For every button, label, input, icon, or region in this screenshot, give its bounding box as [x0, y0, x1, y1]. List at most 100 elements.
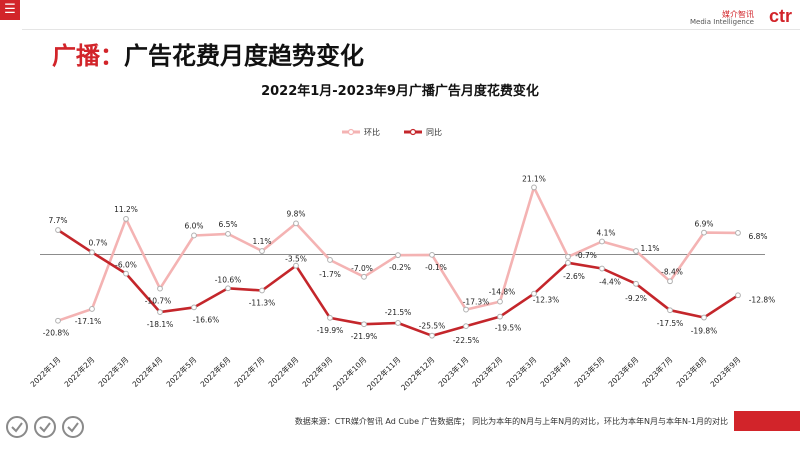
x-tick-label: 2022年8月 — [266, 354, 301, 389]
x-tick-label: 2023年2月 — [470, 354, 505, 389]
data-label: -17.3% — [463, 298, 490, 307]
legend-label: 同比 — [426, 127, 442, 137]
certification-badge-icon — [6, 416, 28, 438]
data-point — [191, 232, 197, 239]
data-label: -20.8% — [43, 329, 70, 338]
data-label: 1.1% — [252, 237, 271, 246]
data-point — [599, 238, 605, 245]
hamburger-icon: ☰ — [4, 2, 16, 17]
footer-accent-bar — [734, 411, 800, 431]
data-label: 21.1% — [522, 174, 546, 183]
data-point — [497, 313, 503, 320]
data-point — [429, 332, 435, 339]
page-title-prefix: 广播： — [52, 42, 124, 70]
data-label: -21.5% — [385, 308, 412, 317]
data-point — [259, 287, 265, 294]
data-label: -10.6% — [215, 275, 242, 284]
data-label: -4.4% — [599, 278, 621, 287]
data-point — [361, 273, 367, 280]
data-point — [327, 257, 333, 263]
x-tick-label: 2023年6月 — [606, 354, 641, 389]
data-point — [123, 216, 129, 222]
data-label: -0.1% — [425, 263, 447, 272]
x-tick-label: 2022年2月 — [62, 354, 97, 389]
data-point — [157, 309, 163, 316]
data-label: -17.1% — [75, 317, 102, 326]
data-label: -6.0% — [115, 261, 137, 270]
data-point — [701, 314, 707, 321]
data-point — [667, 307, 673, 314]
x-tick-label: 2022年4月 — [130, 354, 165, 389]
data-point — [735, 292, 741, 299]
data-point — [735, 230, 741, 236]
x-tick-label: 2022年7月 — [232, 354, 267, 389]
data-label: 1.1% — [640, 244, 659, 253]
data-label: 0.7% — [88, 238, 107, 247]
data-point — [55, 227, 61, 233]
data-point — [633, 248, 639, 254]
data-point — [497, 298, 503, 305]
data-point — [429, 251, 435, 258]
legend-marker — [409, 128, 417, 136]
data-label: -3.5% — [285, 255, 307, 264]
x-tick-label: 2022年12月 — [398, 354, 436, 392]
certification-badge-icon — [62, 416, 84, 438]
menu-button[interactable]: ☰ — [0, 0, 20, 20]
data-point — [327, 314, 333, 321]
data-label: -8.4% — [661, 267, 683, 276]
data-point — [531, 184, 537, 191]
data-label: 6.8% — [748, 232, 767, 241]
data-label: -19.8% — [691, 327, 718, 336]
data-label: 6.5% — [218, 220, 237, 229]
data-point — [463, 306, 469, 313]
certification-badge-icon — [34, 416, 56, 438]
data-point — [395, 320, 401, 326]
legend-label: 环比 — [364, 127, 380, 137]
page-title-text: 广告花费月度趋势变化 — [124, 42, 364, 70]
data-label: -21.9% — [351, 332, 378, 341]
data-point — [395, 252, 401, 259]
x-tick-label: 2022年11月 — [364, 354, 402, 392]
data-point — [293, 220, 299, 227]
data-point — [293, 262, 299, 269]
header-divider — [22, 29, 800, 30]
data-point — [701, 229, 707, 236]
certification-badges — [6, 416, 84, 438]
data-label: -12.3% — [533, 296, 560, 305]
data-label: 6.0% — [184, 221, 203, 230]
data-label: -25.5% — [419, 322, 446, 331]
data-label: -19.5% — [495, 324, 522, 333]
data-point — [531, 290, 537, 297]
x-tick-label: 2023年5月 — [572, 354, 607, 389]
data-label: -7.0% — [351, 264, 373, 273]
data-point — [225, 285, 231, 292]
data-label: -19.9% — [317, 326, 344, 335]
x-tick-label: 2022年5月 — [164, 354, 199, 389]
data-label: -10.7% — [145, 297, 172, 306]
x-tick-label: 2023年8月 — [674, 354, 709, 389]
data-label: -14.8% — [489, 288, 516, 297]
data-point — [565, 259, 571, 266]
data-label: -16.6% — [193, 315, 220, 324]
x-tick-label: 2022年3月 — [96, 354, 131, 389]
brand-name-en: Media Intelligence — [690, 18, 754, 26]
data-point — [191, 304, 197, 311]
x-tick-label: 2022年10月 — [330, 354, 368, 392]
legend-marker — [347, 128, 355, 136]
ctr-logo: ctr — [768, 6, 792, 26]
x-tick-label: 2023年9月 — [708, 354, 743, 389]
data-point — [89, 249, 95, 256]
data-label: -9.2% — [625, 294, 647, 303]
data-label: 9.8% — [286, 209, 305, 218]
data-point — [633, 280, 639, 287]
data-point — [361, 321, 367, 328]
chart-title: 2022年1月-2023年9月广播广告月度花费变化 — [261, 84, 539, 99]
data-point — [667, 278, 673, 285]
data-point — [259, 248, 265, 254]
data-label: -11.3% — [249, 299, 276, 308]
data-label: -22.5% — [453, 336, 480, 345]
data-label: -0.2% — [389, 263, 411, 272]
data-point — [463, 323, 469, 330]
data-source-note: 数据来源：CTR媒介智讯 Ad Cube 广告数据库； 同比为本年的N月与上年N… — [294, 417, 728, 426]
